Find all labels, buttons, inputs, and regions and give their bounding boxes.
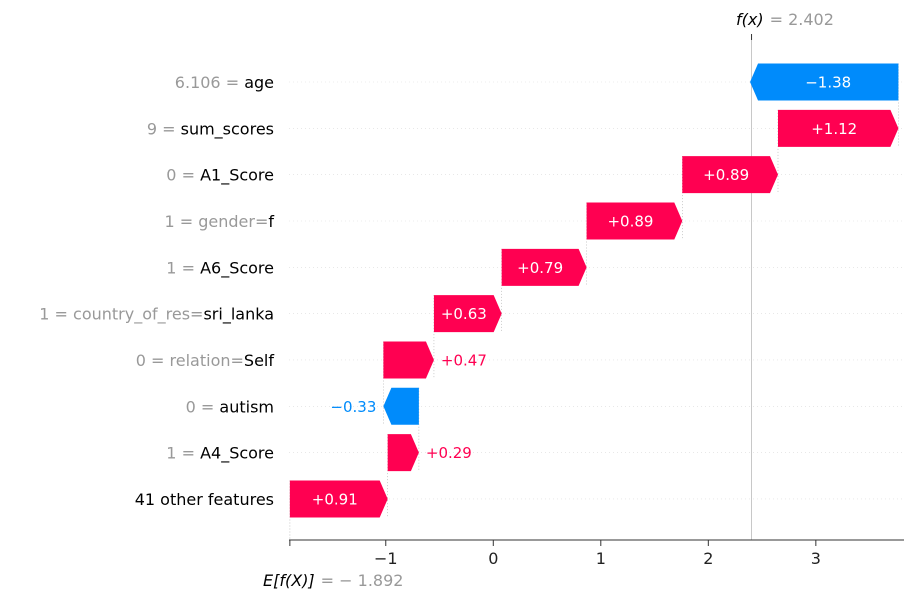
bar-value-label: +0.91 <box>312 490 358 508</box>
bar-autism <box>383 387 419 425</box>
x-tick-label: −1 <box>374 549 398 568</box>
feature-label: 1 = A4_Score <box>166 444 274 464</box>
feature-value: 0 = relation= <box>136 351 244 370</box>
feature-label: 9 = sum_scores <box>147 119 274 139</box>
x-tick-label: 2 <box>703 549 713 568</box>
x-tick-label: 0 <box>488 549 498 568</box>
bar-41-other-features <box>289 480 388 518</box>
bar-value-label: +0.89 <box>703 166 749 184</box>
feature-label: 0 = A1_Score <box>166 166 274 186</box>
feature-label: 1 = country_of_res=sri_lanka <box>39 305 274 325</box>
bar-relation-self <box>383 341 434 379</box>
feature-name: age <box>244 73 274 92</box>
feature-value: 1 = country_of_res= <box>39 305 203 325</box>
bar-value-label: +0.89 <box>607 212 653 230</box>
feature-label: 0 = autism <box>186 397 274 416</box>
feature-value: 1 = gender= <box>164 212 268 231</box>
feature-value: 0 = <box>186 397 220 416</box>
feature-value: 0 = <box>166 166 200 185</box>
feature-name: sum_scores <box>181 119 274 139</box>
bar-value-label: +0.79 <box>517 259 563 277</box>
feature-value: 6.106 = <box>175 73 244 92</box>
x-tick-label: 1 <box>596 549 606 568</box>
output-value-label: f(x) <box>736 10 764 29</box>
x-tick-label: 3 <box>811 549 821 568</box>
bar-value-label: +0.29 <box>426 444 472 462</box>
bar-sum-scores <box>777 109 899 147</box>
feature-label: 0 = relation=Self <box>136 351 275 370</box>
bar-gender-f <box>586 202 683 240</box>
base-value-annotation: E[f(X)] = − 1.892 <box>263 571 403 590</box>
bar-value-label: +0.47 <box>441 351 487 369</box>
feature-name: A6_Score <box>200 258 274 278</box>
bar-a4-score <box>387 434 419 472</box>
base-value-number: = − 1.892 <box>321 571 404 590</box>
feature-name: A1_Score <box>200 166 274 186</box>
feature-name: sri_lanka <box>203 305 274 325</box>
bar-a6-score <box>501 248 587 286</box>
feature-name: f <box>268 212 274 231</box>
feature-name: A4_Score <box>200 444 274 464</box>
feature-name: 41 other features <box>135 490 274 509</box>
bar-value-label: +1.12 <box>811 120 857 138</box>
bar-age <box>750 63 899 101</box>
feature-value: 1 = <box>166 444 200 463</box>
bar-a1-score <box>682 156 778 194</box>
bar-country-of-res-sri-lanka <box>433 295 502 333</box>
bar-value-label: −0.33 <box>330 398 376 416</box>
feature-label: 1 = gender=f <box>164 212 274 231</box>
feature-value: 9 = <box>147 119 181 138</box>
feature-label: 1 = A6_Score <box>166 258 274 278</box>
output-value-annotation: f(x) = 2.402 <box>736 10 834 29</box>
output-value-number: = 2.402 <box>770 10 834 29</box>
bar-value-label: +0.63 <box>441 305 487 323</box>
bar-value-label: −1.38 <box>805 74 851 92</box>
feature-label: 6.106 = age <box>175 73 274 92</box>
feature-label: 41 other features <box>135 490 274 509</box>
base-value-label: E[f(X)] <box>263 571 315 590</box>
feature-value: 1 = <box>166 258 200 277</box>
feature-name: Self <box>244 351 274 370</box>
feature-name: autism <box>219 397 274 416</box>
